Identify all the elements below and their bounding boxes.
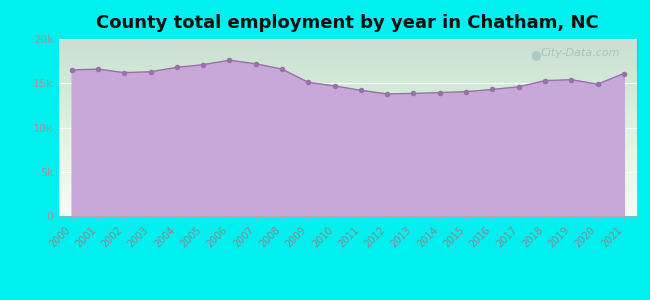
Point (172, 65, 182, 70)
Point (514, 84, 524, 89)
Point (119, 70, 129, 75)
Point (592, 82, 603, 86)
Point (66, 68, 77, 72)
Point (330, 83, 340, 88)
Point (198, 62, 208, 67)
Point (250, 61, 261, 66)
Point (435, 90, 445, 95)
Point (146, 69, 156, 74)
Point (540, 78, 550, 83)
Point (408, 91, 419, 96)
Point (566, 77, 577, 82)
Text: City-Data.com: City-Data.com (540, 48, 619, 58)
Point (224, 58, 235, 63)
Title: County total employment by year in Chatham, NC: County total employment by year in Chath… (96, 14, 599, 32)
Point (303, 80, 313, 85)
Point (461, 89, 471, 94)
Point (93, 67, 103, 71)
Point (356, 88, 366, 93)
Point (619, 71, 629, 76)
Point (488, 87, 498, 92)
Point (382, 92, 393, 96)
Text: ●: ● (530, 48, 541, 61)
Point (277, 67, 287, 71)
